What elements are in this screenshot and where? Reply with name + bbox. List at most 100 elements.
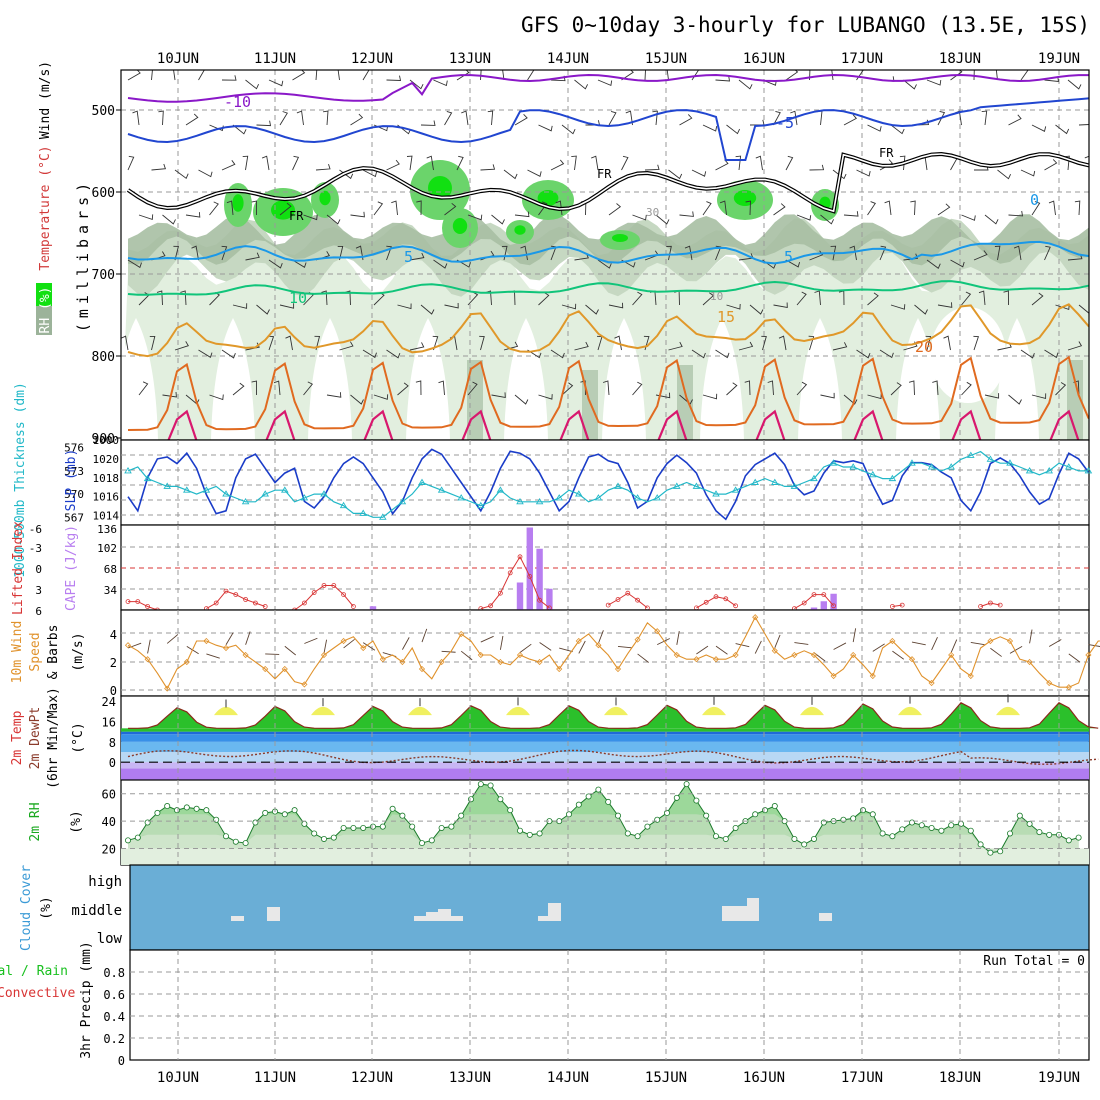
wind10m-marker-14 <box>262 665 269 673</box>
rh2m-point-79 <box>899 826 906 833</box>
wind10m-barb-66 <box>774 634 781 649</box>
thickness-marker-90 <box>1006 459 1014 466</box>
rh-legend-swatch-grey <box>36 306 52 335</box>
precip-axis: 0.8 0.6 0.4 0.2 0 <box>103 966 125 1068</box>
wind10m-marker-42 <box>536 658 543 666</box>
rh2m-point-81 <box>918 822 925 829</box>
wind10m-barb-18 <box>304 637 318 644</box>
thickness-marker-88 <box>986 455 995 462</box>
wind10m-marker-64 <box>752 614 759 621</box>
upper-wind-barb-162 <box>984 214 999 225</box>
temp-contour-25 <box>167 409 1080 440</box>
rh2m-point-46 <box>575 801 582 808</box>
rh2m-point-1 <box>134 834 141 841</box>
thickness-tick-570: 570 <box>64 488 84 501</box>
temp-contour-freezing-inner <box>127 153 1089 213</box>
wind10m-tick-4: 4 <box>110 628 117 642</box>
temp2m-axis: 24 16 8 0 <box>102 695 116 770</box>
upper-wind-barb-291 <box>1044 349 1059 359</box>
wind10m-barb-68 <box>794 642 809 645</box>
temp2m-max-fill <box>121 702 1099 729</box>
upper-wind-barb-267 <box>479 335 485 351</box>
lifted-index-point-8-1 <box>988 600 993 606</box>
ylabel-cloud-cover: Cloud Cover <box>19 865 34 951</box>
upper-wind-barb-236 <box>749 304 764 315</box>
upper-wind-barb-181 <box>433 259 448 269</box>
temp2m-fill <box>121 694 1099 780</box>
bottom-day-label-6: 16JUN <box>743 1070 785 1086</box>
upper-wind-barb-67 <box>726 124 741 135</box>
precip-tick-0: 0.8 <box>103 966 125 980</box>
wind10m-marker-36 <box>477 651 484 659</box>
wind10m-marker-76 <box>869 672 876 680</box>
precip-tick-2: 0.4 <box>103 1010 125 1024</box>
lifted-index-point-7-0 <box>890 604 895 609</box>
upper-wind-barb-269 <box>527 349 542 359</box>
upper-wind-barb-141 <box>491 214 505 225</box>
upper-wind-barb-168 <box>127 259 142 269</box>
cloud-level-high: high <box>88 874 122 890</box>
ylabel-6hr-minmax: (6hr Min/Max) <box>46 687 61 789</box>
upper-wind-barb-117 <box>899 155 906 171</box>
upper-wind-barb-64 <box>652 110 658 126</box>
bottom-day-label-9: 19JUN <box>1038 1070 1080 1086</box>
upper-wind-barb-242 <box>890 304 906 310</box>
rh-dry-gap-7 <box>798 318 842 440</box>
upper-wind-barb-237 <box>773 302 788 309</box>
temp2m-panel: 24 16 8 0 2m Temp 2m DewPt (6hr Min/Max) (°… <box>10 687 1099 789</box>
wind10m-marker-48 <box>595 642 602 649</box>
thickness-marker-60 <box>712 490 720 497</box>
rh2m-point-24 <box>360 824 367 831</box>
upper-wind-barb-164 <box>1031 201 1041 216</box>
temp2m-band-2 <box>121 752 1089 763</box>
upper-wind-barb-212 <box>180 290 187 306</box>
cape-bar-41 <box>526 527 533 610</box>
temp2m-band-5 <box>121 731 1089 735</box>
rh-core-blob-3 <box>428 176 452 200</box>
wind10m-marker-24 <box>360 644 367 652</box>
upper-wind-barb-3 <box>198 70 205 81</box>
upper-wind-barb-128 <box>185 212 201 218</box>
rh2m-point-42 <box>536 830 543 837</box>
cape-bar-25 <box>369 606 377 610</box>
lifted-index-point-5-2 <box>713 594 719 600</box>
upper-wind-barb-105 <box>621 155 629 171</box>
upper-wind-barb-23 <box>666 70 669 81</box>
upper-wind-barb-113 <box>809 164 825 171</box>
upper-wind-barb-100 <box>503 169 518 180</box>
upper-wind-barb-107 <box>668 169 683 180</box>
thickness-marker-70 <box>810 474 818 482</box>
wind10m-barb-8 <box>206 653 220 659</box>
precip-grid <box>130 950 1089 1060</box>
upper-wind-barb-58 <box>514 113 528 126</box>
wind10m-marker-10 <box>222 644 230 652</box>
rh2m-point-33 <box>448 823 455 830</box>
wind10m-frame <box>120 609 1090 697</box>
bottom-day-label-4: 14JUN <box>547 1070 589 1086</box>
upper-wind-barb-59 <box>538 124 553 132</box>
temp2m-tick-8: 8 <box>109 736 116 750</box>
rh2m-point-62 <box>732 824 739 831</box>
wind10m-marker-98 <box>1085 651 1092 659</box>
chart-title: GFS 0~10day 3-hourly for LUBANGO (13.5E,… <box>521 13 1090 37</box>
upper-wind-barb-214 <box>232 303 248 309</box>
upper-wind-barb-29 <box>809 70 811 81</box>
upper-wind-barb-250 <box>1078 304 1089 314</box>
rh2m-point-58 <box>693 797 700 804</box>
cloud-patch-0 <box>231 916 244 921</box>
upper-wind-barb-171 <box>191 245 199 261</box>
temp2m-grid <box>177 696 1060 780</box>
upper-wind-barb-26 <box>738 79 753 90</box>
upper-wind-barb-253 <box>149 335 156 351</box>
wind10m-barb-52 <box>637 653 649 663</box>
bottom-day-label-7: 17JUN <box>841 1070 883 1086</box>
rh-dry-region <box>930 307 1006 403</box>
precip-tick-1: 0.6 <box>103 988 125 1002</box>
upper-wind-barb-150 <box>702 201 712 216</box>
upper-wind-barb-44 <box>185 113 199 126</box>
rh-core-blob-4 <box>452 218 468 234</box>
precip-tick-3: 0.2 <box>103 1032 125 1046</box>
temp2m-yellow-top-6 <box>800 706 824 716</box>
upper-wind-barb-271 <box>574 341 589 351</box>
lifted-index-series <box>125 554 1003 613</box>
